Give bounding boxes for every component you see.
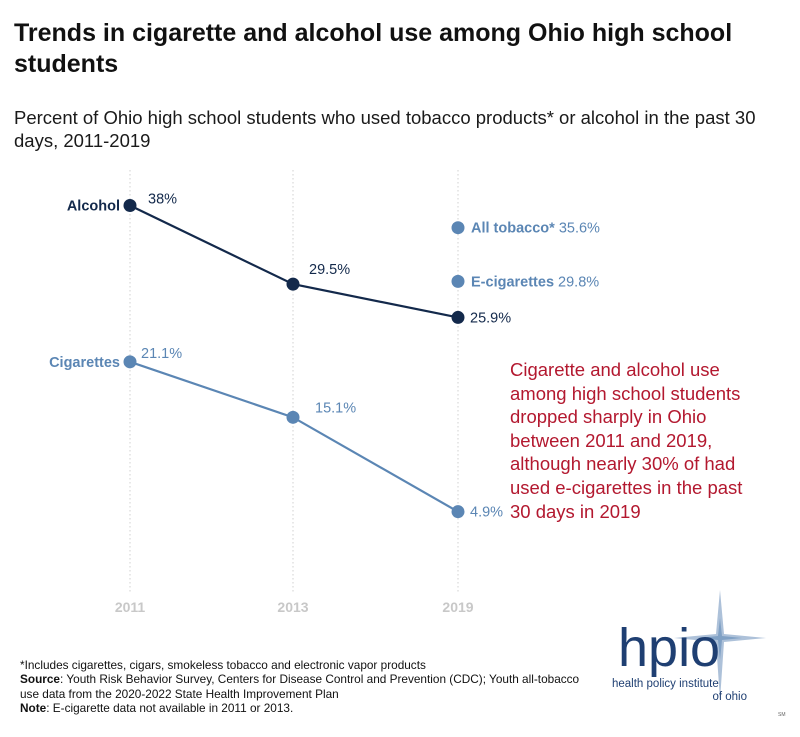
cigarettes-point-2019 bbox=[451, 505, 465, 519]
source-label: Source bbox=[20, 672, 60, 687]
chart-subtitle: Percent of Ohio high school students who… bbox=[14, 107, 756, 151]
footnote-source: Source: Youth Risk Behavior Survey, Cent… bbox=[20, 672, 580, 701]
hpio-logo: hpio health policy institute of ohio SM bbox=[612, 590, 786, 718]
e-cigarettes-data-label: E-cigarettes 29.8% bbox=[471, 274, 599, 290]
note-text: : E-cigarette data not available in 2011… bbox=[46, 700, 294, 715]
alcohol-series-name: Alcohol bbox=[67, 199, 120, 215]
footnote-note: Note: E-cigarette data not available in … bbox=[20, 701, 580, 715]
x-tick-label-2011: 2011 bbox=[115, 599, 146, 615]
alcohol-data-label-2013: 29.5% bbox=[309, 262, 350, 278]
e-cigarettes-point bbox=[451, 274, 465, 288]
all-tobacco-data-label: All tobacco* 35.6% bbox=[471, 221, 600, 237]
compass-star-icon bbox=[674, 590, 766, 700]
alcohol-series-line bbox=[129, 204, 459, 319]
source-text: : Youth Risk Behavior Survey, Centers fo… bbox=[20, 672, 580, 701]
cigarettes-data-label-2011: 21.1% bbox=[141, 346, 182, 362]
alcohol-data-label-2011: 38% bbox=[148, 192, 177, 208]
alcohol-point-2013 bbox=[286, 277, 300, 291]
cigarettes-data-label-2013: 15.1% bbox=[315, 400, 356, 416]
cigarettes-point-2011 bbox=[123, 355, 137, 369]
x-tick-label-2019: 2019 bbox=[442, 599, 473, 615]
cigarettes-series-name: Cigarettes bbox=[49, 355, 120, 371]
alcohol-point-2019 bbox=[451, 310, 465, 324]
logo-tagline-2: of ohio bbox=[712, 691, 747, 703]
footnote-includes: *Includes cigarettes, cigars, smokeless … bbox=[20, 658, 426, 672]
logo-wordmark: hpio bbox=[618, 618, 720, 678]
note-label: Note bbox=[20, 700, 47, 715]
alcohol-point-2011 bbox=[123, 199, 137, 212]
footnotes: *Includes cigarettes, cigars, smokeless … bbox=[20, 658, 580, 715]
cigarettes-data-label-2019: 4.9% bbox=[470, 505, 503, 521]
cigarettes-series-line bbox=[129, 360, 459, 513]
logo-service-mark: SM bbox=[778, 712, 786, 718]
all-tobacco-point bbox=[451, 221, 465, 235]
chart-title: Trends in cigarette and alcohol use amon… bbox=[14, 19, 733, 78]
alcohol-data-label-2019: 25.9% bbox=[470, 310, 511, 326]
logo-tagline: health policy institute bbox=[612, 678, 719, 690]
annotation-callout: Cigarette and alcohol use among high sch… bbox=[510, 359, 743, 522]
cigarettes-point-2013 bbox=[286, 410, 300, 424]
x-tick-label-2013: 2013 bbox=[277, 599, 308, 615]
